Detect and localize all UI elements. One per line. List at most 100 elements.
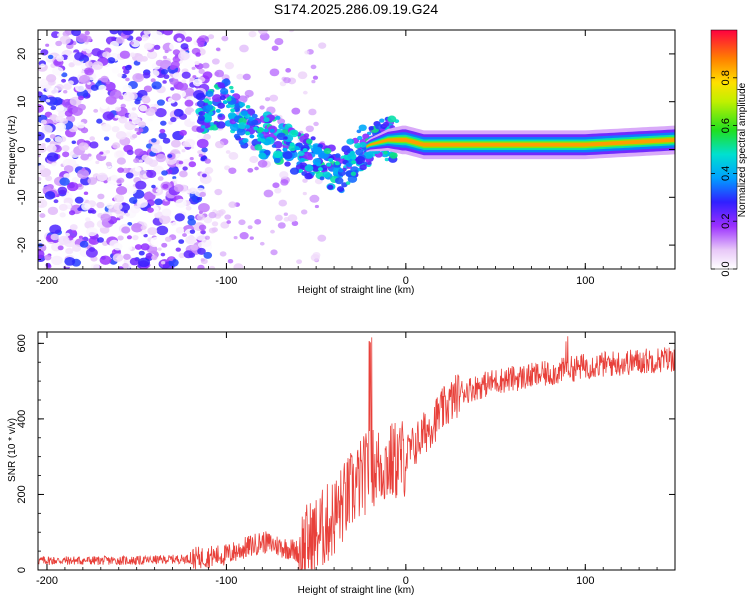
spectrogram-noise-blob <box>131 134 138 139</box>
spectrogram-ridge-blob <box>226 97 232 102</box>
spectrogram-noise-blob <box>77 183 83 188</box>
spectrogram-faint-blob <box>280 179 289 186</box>
spectrogram-ridge-blob <box>356 129 362 134</box>
spectrogram-noise-blob <box>115 150 124 158</box>
spectrogram-noise-blob <box>100 75 109 83</box>
spectrogram-noise-blob <box>59 212 66 218</box>
spectrogram-noise-blob <box>61 145 70 152</box>
spectrogram-noise-blob <box>55 40 63 47</box>
spectrogram-noise-blob <box>189 157 194 161</box>
spectrogram-noise-blob <box>170 116 177 123</box>
spectrogram-noise-blob <box>125 212 130 217</box>
spectrogram-noise-blob <box>97 80 102 84</box>
spectrogram-noise-blob <box>175 198 187 208</box>
spectrogram-noise-blob <box>179 129 187 136</box>
spectrogram-faint-blob <box>254 166 259 171</box>
spectrogram-noise-blob <box>125 185 137 195</box>
spectrogram-noise-blob <box>173 184 184 193</box>
spectrogram-ridge-blob <box>383 150 388 155</box>
snr-y-ticks: 0 200 400 600 <box>16 334 675 573</box>
spectrogram-noise-blob <box>78 142 89 151</box>
spectrogram-faint-blob <box>309 194 320 203</box>
spectrogram-noise-blob <box>116 179 122 184</box>
spectrogram-noise-blob <box>162 55 168 60</box>
spectrogram-noise-blob <box>38 199 48 209</box>
spectrogram-noise-blob <box>123 253 131 260</box>
spectrogram-noise-blob <box>45 43 50 47</box>
spectrogram-noise-blob <box>59 35 71 45</box>
spectrogram-noise-blob <box>192 75 197 79</box>
spectrogram-x-tick-label: 100 <box>576 275 594 287</box>
spectrogram-noise-blob <box>168 121 173 125</box>
spectrogram-noise-blob <box>179 170 188 178</box>
spectrogram-ridge-peak <box>345 162 351 167</box>
spectrogram-noise-blob <box>69 92 77 98</box>
spectrogram-ridge-blob <box>216 121 226 129</box>
spectrogram-faint-blob <box>291 107 301 115</box>
spectrogram-noise-blob <box>196 134 204 140</box>
spectrogram-noise-blob <box>114 106 122 112</box>
spectrogram-noise-blob <box>81 202 91 211</box>
spectrogram-ridge-peak <box>299 157 305 162</box>
spectrogram-ridge-blob <box>298 168 304 173</box>
spectrogram-ridge-blob <box>362 133 370 140</box>
spectrogram-ridge-peak <box>207 100 213 105</box>
spectrogram-ridge-peak <box>334 161 340 166</box>
spectrogram-noise-blob <box>194 60 200 66</box>
spectrogram-noise-blob <box>92 61 104 70</box>
spectrogram-noise-blob <box>140 225 147 230</box>
spectrogram-noise-blob <box>132 234 139 241</box>
spectrogram-noise-blob <box>161 260 166 265</box>
spectrogram-ridge-blob <box>272 150 283 159</box>
spectrogram-noise-blob <box>129 52 136 57</box>
spectrogram-ridge-blob <box>312 146 323 155</box>
spectrogram-noise-blob <box>135 36 142 42</box>
spectrogram-noise-blob <box>96 201 105 209</box>
spectrogram-noise-blob <box>54 122 67 132</box>
spectrogram-noise-blob <box>134 127 139 132</box>
spectrogram-noise-blob <box>164 49 169 54</box>
spectrogram-noise-blob <box>40 142 46 147</box>
spectrogram-noise-blob <box>117 73 123 78</box>
spectrogram-faint-blob <box>224 61 235 70</box>
spectrogram-faint-blob <box>209 265 216 269</box>
spectrogram-noise-blob <box>83 191 89 196</box>
spectrogram-noise-blob <box>63 165 74 173</box>
spectrogram-ridge-blob <box>334 153 341 158</box>
spectrogram-faint-blob <box>302 178 308 183</box>
spectrogram-noise-blob <box>191 66 196 70</box>
spectrogram-ridge-blob <box>347 175 358 183</box>
spectrogram-noise-blob <box>161 242 168 248</box>
spectrogram-noise-blob <box>38 131 45 141</box>
spectrogram-noise-blob <box>195 52 201 57</box>
spectrogram-noise-blob <box>160 252 166 257</box>
spectrogram-ridge-peak <box>289 142 295 147</box>
spectrogram-noise-blob <box>198 202 210 213</box>
spectrogram-noise-blob <box>84 220 95 229</box>
spectrogram-noise-blob <box>138 250 145 256</box>
spectrogram-noise-blob <box>151 30 163 41</box>
spectrogram-ridge-blob <box>234 103 241 109</box>
spectrogram-ridge-blob <box>205 90 214 97</box>
spectrogram-noise-blob <box>157 247 162 251</box>
spectrogram-ridge-blob <box>273 157 281 164</box>
spectrogram-noise-blob <box>143 191 156 201</box>
spectrogram-ridge-blob <box>245 104 251 109</box>
spectrogram-noise-blob <box>39 167 52 178</box>
spectrogram-noise-blob <box>144 157 154 165</box>
spectrogram-noise-blob <box>187 218 196 226</box>
spectrogram-faint-blob <box>274 37 284 46</box>
spectrogram-ridge-blob <box>288 144 297 152</box>
spectrogram-noise-blob <box>58 110 67 118</box>
spectrogram-ridge-blob <box>217 102 225 109</box>
colorbar-tick-label: 0.8 <box>720 70 732 85</box>
spectrogram-noise-blob <box>147 117 154 122</box>
spectrogram-ridge-blob <box>355 148 364 156</box>
spectrogram-ridge-blob <box>310 136 316 141</box>
spectrogram-noise-blob <box>85 61 93 68</box>
spectrogram-noise-blob <box>44 191 56 200</box>
spectrogram-faint-blob <box>211 58 220 65</box>
spectrogram-ridge-peak <box>244 124 250 129</box>
spectrogram-noise-blob <box>58 235 70 245</box>
spectrogram-ridge-blob <box>358 124 367 132</box>
